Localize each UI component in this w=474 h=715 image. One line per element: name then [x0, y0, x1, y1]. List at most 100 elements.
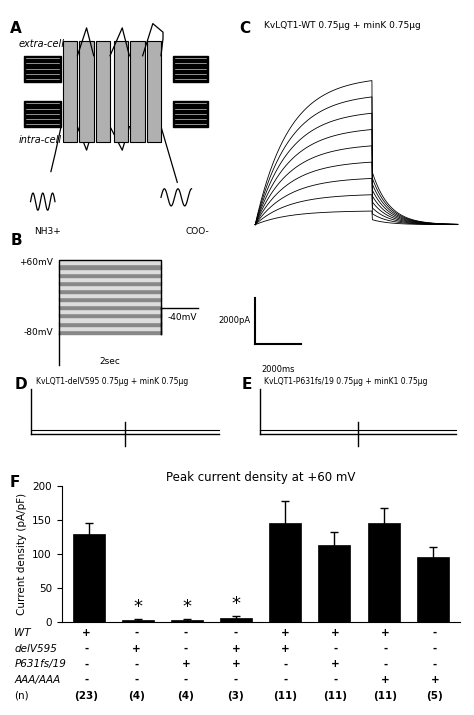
Text: +: + [331, 628, 340, 638]
Bar [96, 41, 110, 142]
Bar [59, 305, 161, 310]
Text: extra-cell: extra-cell [18, 39, 64, 49]
Text: -: - [84, 659, 89, 669]
Bar [59, 277, 161, 281]
Text: -: - [184, 675, 188, 685]
Text: C: C [239, 21, 250, 36]
Text: -: - [134, 628, 138, 638]
Text: intra-cell: intra-cell [18, 135, 62, 145]
Bar [122, 620, 154, 622]
Text: D: D [14, 377, 27, 392]
Text: +: + [231, 644, 240, 654]
Text: (3): (3) [228, 691, 244, 701]
Bar [59, 297, 161, 301]
Bar [269, 523, 301, 622]
Y-axis label: Current density (pA/pF): Current density (pA/pF) [17, 493, 27, 615]
Text: (11): (11) [373, 691, 397, 701]
Text: -: - [283, 675, 288, 685]
Text: +: + [381, 675, 390, 685]
Text: -: - [134, 675, 138, 685]
Text: KvLQT1-P631fs/19 0.75μg + minK1 0.75μg: KvLQT1-P631fs/19 0.75μg + minK1 0.75μg [264, 377, 428, 386]
Text: NH3+: NH3+ [35, 227, 61, 237]
Bar [59, 293, 161, 297]
Text: (11): (11) [273, 691, 298, 701]
Bar [59, 272, 161, 277]
Text: delV595: delV595 [14, 644, 57, 654]
Text: +: + [182, 659, 191, 669]
Bar [59, 285, 161, 289]
Text: KvLQT1-WT 0.75μg + minK 0.75μg: KvLQT1-WT 0.75μg + minK 0.75μg [264, 21, 421, 31]
Bar [59, 289, 161, 293]
Text: F: F [9, 475, 20, 490]
Bar [417, 557, 449, 622]
Text: +60mV: +60mV [19, 257, 53, 267]
Text: *: * [232, 595, 241, 613]
Bar [114, 41, 128, 142]
Bar [59, 325, 161, 330]
Text: AAA/AAA: AAA/AAA [14, 675, 61, 685]
Text: (23): (23) [74, 691, 99, 701]
Text: -80mV: -80mV [23, 328, 53, 337]
Bar [59, 330, 161, 334]
Bar [130, 41, 145, 142]
Bar [80, 41, 94, 142]
Bar [25, 56, 61, 82]
Text: -: - [333, 675, 337, 685]
Text: 2000ms: 2000ms [261, 365, 295, 374]
Text: (5): (5) [427, 691, 443, 701]
Text: -: - [184, 644, 188, 654]
Text: KvLQT1-delV595 0.75μg + minK 0.75μg: KvLQT1-delV595 0.75μg + minK 0.75μg [36, 377, 188, 386]
Text: *: * [133, 598, 142, 616]
Text: (n): (n) [14, 691, 29, 701]
Text: -: - [84, 675, 89, 685]
Bar [319, 545, 350, 622]
Text: -: - [283, 659, 288, 669]
Text: +: + [231, 659, 240, 669]
Bar [59, 265, 161, 269]
Bar [25, 101, 61, 127]
Text: A: A [10, 21, 22, 36]
Text: 2000pA: 2000pA [219, 317, 251, 325]
Text: (11): (11) [323, 691, 347, 701]
Text: B: B [10, 233, 22, 248]
Bar [59, 269, 161, 272]
Text: -: - [234, 628, 238, 638]
Text: +: + [331, 659, 340, 669]
Bar [59, 260, 161, 265]
Text: +: + [281, 644, 290, 654]
Text: -: - [433, 628, 437, 638]
Text: -40mV: -40mV [167, 313, 197, 322]
Text: P631fs/19: P631fs/19 [14, 659, 66, 669]
Bar [73, 533, 105, 622]
Text: -: - [433, 644, 437, 654]
Text: -: - [84, 644, 89, 654]
Text: -: - [383, 644, 387, 654]
Text: -: - [433, 659, 437, 669]
Text: +: + [281, 628, 290, 638]
Text: +: + [132, 644, 141, 654]
Text: COO-: COO- [185, 227, 209, 237]
Text: -: - [234, 675, 238, 685]
Text: *: * [182, 598, 191, 616]
Bar [59, 322, 161, 325]
Text: WT: WT [14, 628, 31, 638]
Bar [173, 56, 208, 82]
Bar [63, 41, 77, 142]
Text: 2sec: 2sec [100, 358, 120, 366]
Bar [173, 101, 208, 127]
Bar [368, 523, 400, 622]
Text: -: - [333, 644, 337, 654]
Bar [59, 313, 161, 317]
Bar [59, 310, 161, 313]
Text: -: - [383, 659, 387, 669]
Text: (4): (4) [178, 691, 194, 701]
Text: +: + [381, 628, 390, 638]
Text: +: + [430, 675, 439, 685]
Title: Peak current density at +60 mV: Peak current density at +60 mV [166, 470, 356, 483]
Text: -: - [184, 628, 188, 638]
Text: -: - [134, 659, 138, 669]
Bar [59, 281, 161, 285]
Bar [59, 301, 161, 305]
Bar [171, 620, 203, 622]
Text: +: + [82, 628, 91, 638]
